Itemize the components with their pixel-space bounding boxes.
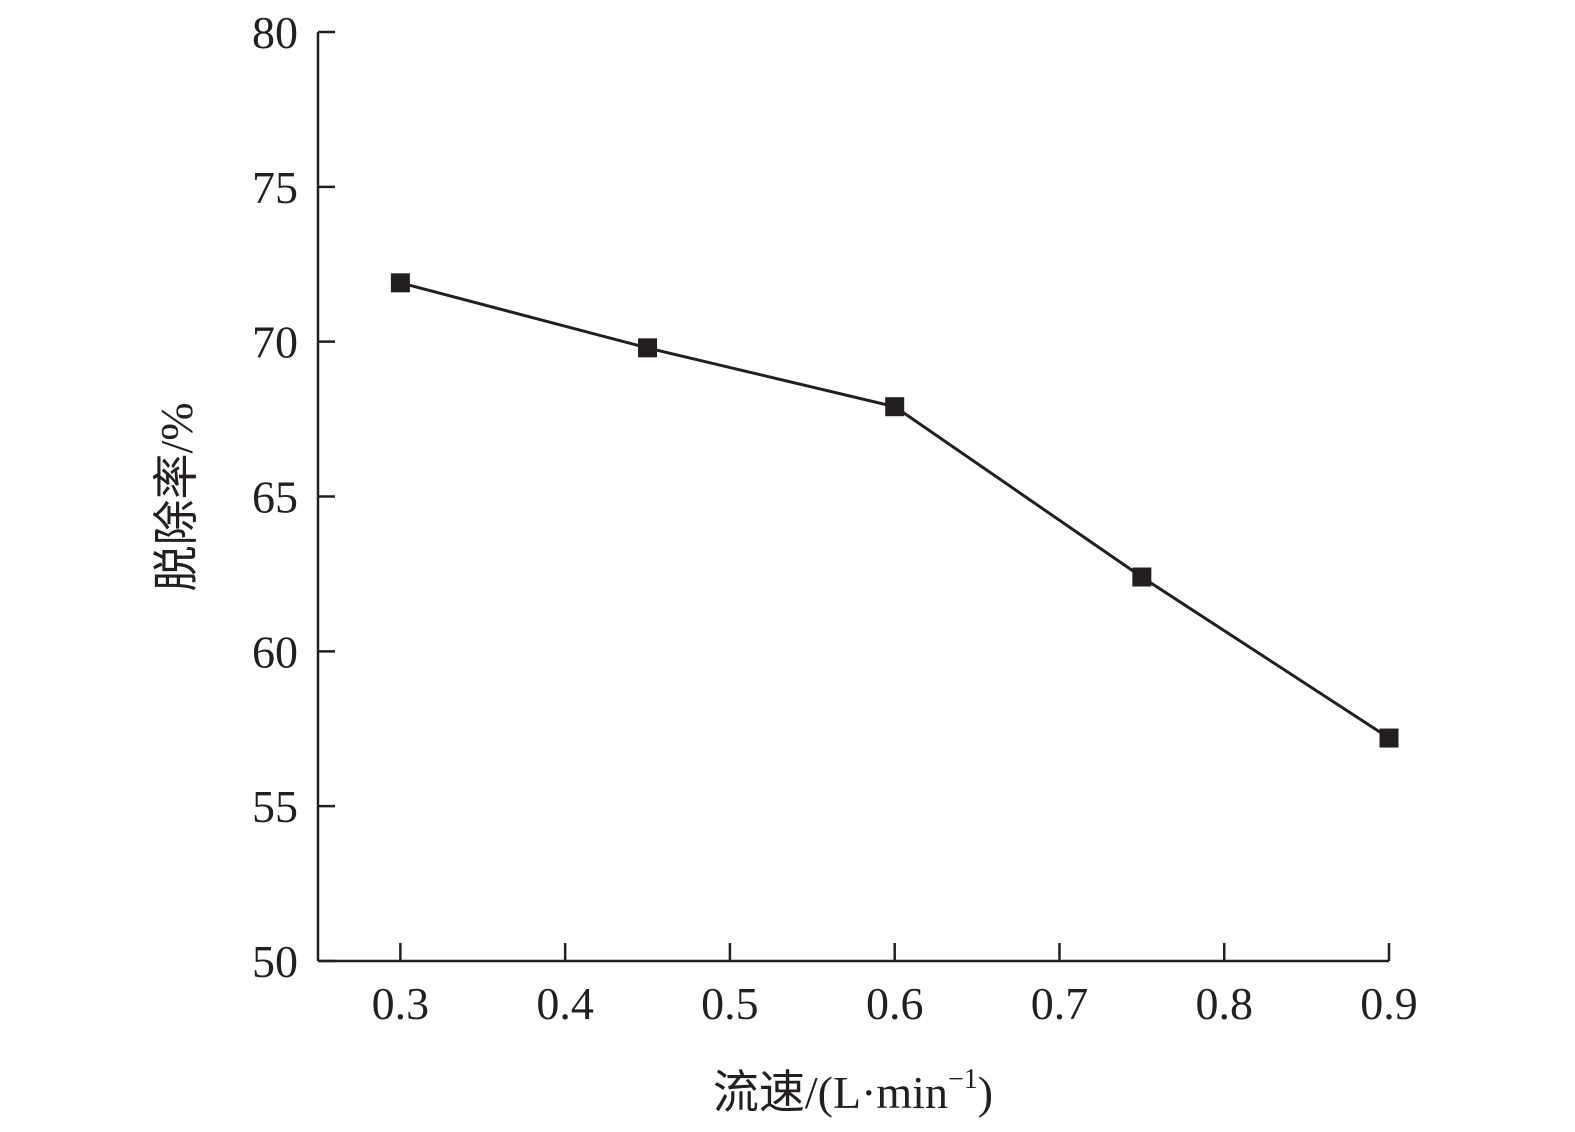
x-tick-label: 0.9	[1360, 978, 1418, 1029]
x-tick-label: 0.5	[701, 978, 759, 1029]
x-axis-title-main: 流速/(L·min	[713, 1067, 948, 1118]
y-tick-label: 80	[252, 7, 298, 58]
x-ticks: 0.3 0.4 0.5 0.6 0.7 0.8 0.9	[372, 943, 1418, 1029]
x-tick-label: 0.4	[536, 978, 594, 1029]
x-tick-label: 0.6	[866, 978, 924, 1029]
data-point-marker	[885, 397, 905, 417]
y-tick-label: 60	[252, 626, 298, 677]
y-tick-label: 50	[252, 936, 298, 987]
x-tick-label: 0.7	[1031, 978, 1089, 1029]
y-ticks: 50 55 60 65 70 75 80	[252, 7, 335, 987]
y-axis-title: 脱除率/%	[151, 402, 202, 591]
axes	[316, 32, 1389, 963]
y-tick-label: 65	[252, 472, 298, 523]
data-point-marker	[1379, 728, 1399, 748]
series-line	[400, 281, 1390, 740]
x-axis-title-superscript: −1	[948, 1064, 978, 1095]
data-point-marker	[638, 338, 658, 358]
y-tick-label: 70	[252, 317, 298, 368]
x-axis-title: 流速/(L·min−1)	[713, 1064, 993, 1118]
x-tick-label: 0.3	[372, 978, 430, 1029]
data-point-marker	[1132, 567, 1152, 587]
data-point-marker	[390, 273, 410, 293]
series-group	[390, 273, 1399, 748]
y-tick-label: 75	[252, 162, 298, 213]
y-tick-label: 55	[252, 781, 298, 832]
x-tick-label: 0.8	[1195, 978, 1253, 1029]
x-axis-title-close: )	[978, 1067, 993, 1118]
